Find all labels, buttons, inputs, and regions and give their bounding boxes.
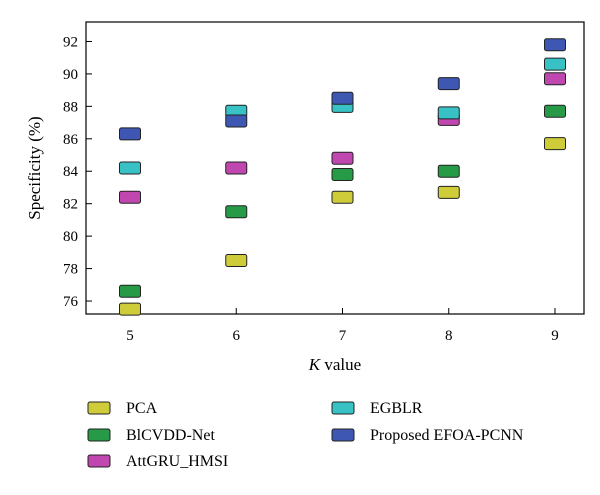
legend-label-pca: PCA [126, 400, 158, 417]
data-point-proposed-efoa-pcnn [544, 38, 566, 52]
y-tick-label: 92 [63, 34, 78, 50]
data-point-pca [331, 190, 354, 204]
y-tick-label: 82 [63, 197, 78, 213]
data-point-proposed-efoa-pcnn [331, 91, 354, 105]
y-tick-label: 88 [63, 99, 78, 115]
y-tick-label: 84 [63, 164, 79, 180]
data-point-attgru-hmsi [331, 151, 354, 165]
legend-label-egblr: EGBLR [370, 400, 423, 417]
data-points [119, 38, 566, 316]
data-point-egblr [437, 106, 460, 120]
data-point-pca [119, 302, 141, 316]
x-axis-title-rest: value [320, 355, 361, 374]
y-axis-title: Specificity (%) [25, 116, 44, 219]
y-tick-label: 90 [63, 67, 78, 83]
x-tick-label: 8 [445, 328, 453, 344]
data-point-proposed-efoa-pcnn [225, 114, 248, 128]
legend-swatch-egblr [331, 401, 355, 415]
data-point-blcvdd-net [544, 104, 566, 118]
legend-swatch-blcvdd-net [87, 428, 111, 442]
y-tick-label: 76 [63, 294, 79, 310]
y-axis: 76 78 80 82 84 86 88 90 92 [63, 34, 92, 310]
plot-frame [85, 21, 585, 315]
y-tick-label: 80 [63, 229, 78, 245]
data-point-egblr [544, 57, 566, 71]
data-point-pca [437, 185, 460, 199]
legend-swatch-proposed-efoa-pcnn [331, 428, 355, 442]
data-point-egblr [119, 161, 141, 175]
x-axis-title-italic: K [308, 355, 322, 374]
legend-label-blcvdd-net: BlCVDD-Net [126, 427, 215, 444]
data-point-pca [544, 137, 566, 151]
x-tick-label: 6 [233, 328, 241, 344]
data-point-blcvdd-net [225, 205, 248, 219]
data-point-attgru-hmsi [225, 161, 248, 175]
data-point-blcvdd-net [119, 284, 141, 298]
data-point-blcvdd-net [437, 164, 460, 178]
data-point-pca [225, 253, 248, 267]
data-point-attgru-hmsi [544, 72, 566, 86]
y-tick-label: 78 [63, 262, 78, 278]
x-tick-label: 7 [339, 328, 347, 344]
data-point-proposed-efoa-pcnn [119, 127, 141, 141]
data-point-proposed-efoa-pcnn [437, 77, 460, 91]
y-tick-label: 86 [63, 132, 79, 148]
x-tick-label: 5 [126, 328, 134, 344]
legend-label-proposed-efoa-pcnn: Proposed EFOA-PCNN [370, 427, 524, 444]
x-tick-label: 9 [551, 328, 559, 344]
legend-swatch-pca [87, 401, 111, 415]
legend-swatch-attgru-hmsi [87, 454, 111, 468]
x-axis-title: K value [308, 355, 361, 374]
data-point-blcvdd-net [331, 167, 354, 181]
legend: PCA BlCVDD-Net AttGRU_HMSI EGBLR Proposed EF… [87, 400, 524, 470]
legend-label-attgru-hmsi: AttGRU_HMSI [126, 453, 228, 470]
data-point-attgru-hmsi [119, 190, 141, 204]
